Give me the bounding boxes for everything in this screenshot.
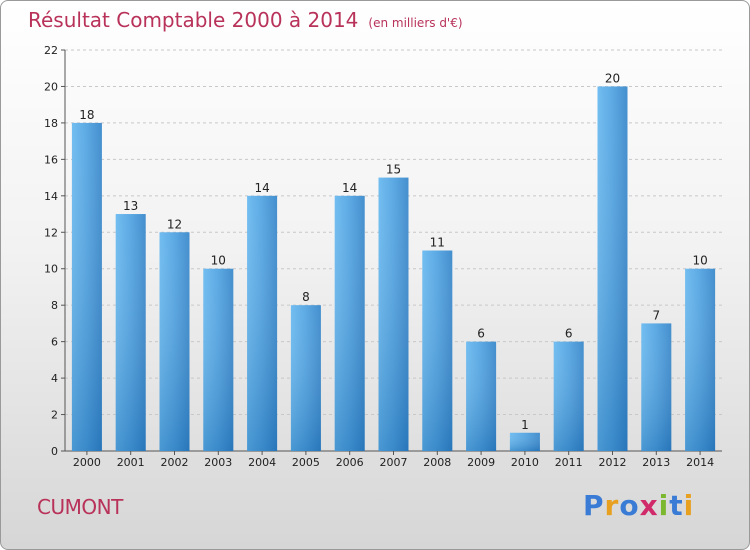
bar-shade (71, 122, 102, 451)
commune-name: CUMONT (37, 495, 123, 519)
data-label: 13 (123, 199, 138, 213)
x-tick-label: 2002 (161, 456, 189, 469)
x-tick-label: 2007 (380, 456, 408, 469)
y-tick-label: 16 (44, 153, 58, 166)
x-tick-label: 2014 (686, 456, 714, 469)
data-label: 7 (652, 308, 660, 322)
bar-shade (115, 214, 146, 451)
data-label: 18 (79, 108, 94, 122)
bar-shade (685, 268, 716, 451)
bar-shade (422, 250, 453, 451)
x-tick-label: 2008 (423, 456, 451, 469)
bar-shade (159, 232, 190, 451)
x-tick-label: 2011 (555, 456, 583, 469)
data-label: 14 (342, 181, 357, 195)
logo-letter: o (619, 489, 640, 522)
data-label: 8 (302, 290, 310, 304)
logo-letter: t (669, 489, 684, 522)
logo-letter: r (604, 489, 620, 522)
logo-letter: P (583, 489, 605, 522)
y-tick-label: 0 (51, 445, 58, 458)
x-tick-label: 2000 (73, 456, 101, 469)
x-tick-label: 2013 (642, 456, 670, 469)
y-tick-label: 8 (51, 299, 58, 312)
x-tick-label: 2012 (599, 456, 627, 469)
y-tick-label: 12 (44, 226, 58, 239)
bar-shade (247, 195, 278, 451)
x-tick-label: 2010 (511, 456, 539, 469)
logo-letter: i (683, 489, 695, 522)
y-tick-label: 6 (51, 336, 58, 349)
data-label: 11 (430, 236, 445, 250)
x-tick-label: 2006 (336, 456, 364, 469)
y-tick-label: 14 (44, 190, 58, 203)
bar-shade (553, 341, 584, 451)
bar-shade (597, 86, 628, 452)
y-tick-label: 4 (51, 372, 58, 385)
bar-shade (378, 177, 409, 451)
data-label: 15 (386, 163, 401, 177)
proxiti-logo: Proxiti (583, 489, 694, 522)
y-tick-label: 2 (51, 409, 58, 422)
data-label: 14 (254, 181, 269, 195)
bar-shade (641, 323, 672, 451)
data-label: 12 (167, 217, 182, 231)
data-label: 6 (477, 327, 485, 341)
data-label: 20 (605, 71, 620, 85)
data-label: 6 (565, 327, 573, 341)
chart-subtitle: (en milliers d'€) (368, 16, 463, 30)
y-tick-label: 20 (44, 80, 58, 93)
data-label: 10 (211, 254, 226, 268)
data-label: 10 (692, 254, 707, 268)
logo-letter: i (658, 489, 670, 522)
logo-letter: x (639, 489, 659, 522)
x-tick-label: 2009 (467, 456, 495, 469)
chart-title: Résultat Comptable 2000 à 2014 (en millie… (28, 8, 463, 32)
x-tick-label: 2003 (204, 456, 232, 469)
bar-shade (290, 305, 321, 451)
bar-shade (203, 268, 234, 451)
y-tick-label: 10 (44, 263, 58, 276)
y-tick-label: 22 (44, 44, 58, 57)
bar-shade (334, 195, 365, 451)
x-tick-label: 2005 (292, 456, 320, 469)
x-tick-label: 2004 (248, 456, 276, 469)
x-tick-label: 2001 (117, 456, 145, 469)
bar-shade (509, 432, 540, 451)
bar-shade (466, 341, 497, 451)
y-tick-label: 18 (44, 117, 58, 130)
data-label: 1 (521, 418, 529, 432)
